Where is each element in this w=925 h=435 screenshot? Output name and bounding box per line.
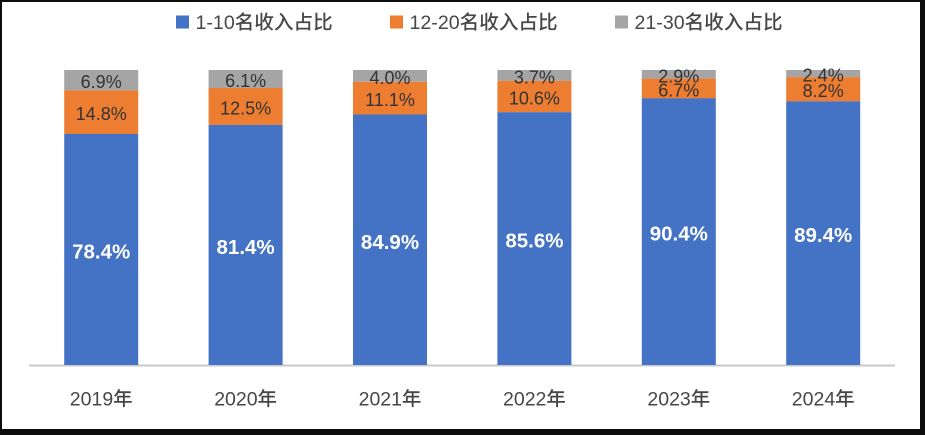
svg-text:10.6%: 10.6%	[509, 89, 560, 109]
svg-text:84.9%: 84.9%	[361, 231, 419, 254]
svg-text:78.4%: 78.4%	[72, 241, 130, 264]
svg-text:14.8%: 14.8%	[76, 104, 127, 124]
svg-text:85.6%: 85.6%	[505, 230, 563, 253]
svg-text:12.5%: 12.5%	[220, 98, 271, 118]
svg-text:2019: 2019	[70, 389, 113, 411]
svg-text:90.4%: 90.4%	[650, 223, 708, 246]
svg-text:2.9%: 2.9%	[658, 66, 699, 86]
svg-text:4.0%: 4.0%	[369, 68, 410, 88]
svg-text:6.1%: 6.1%	[225, 71, 266, 91]
svg-text:2022: 2022	[503, 389, 546, 411]
svg-text:6.9%: 6.9%	[81, 72, 122, 92]
svg-text:6.7%: 6.7%	[658, 80, 699, 100]
svg-text:2023: 2023	[647, 389, 690, 411]
svg-text:81.4%: 81.4%	[217, 236, 275, 259]
svg-text:1-10: 1-10	[196, 12, 235, 34]
svg-text:2021: 2021	[359, 389, 402, 411]
svg-text:2.4%: 2.4%	[803, 66, 844, 86]
svg-text:11.1%: 11.1%	[365, 90, 415, 110]
svg-text:89.4%: 89.4%	[794, 224, 852, 247]
svg-text:3.7%: 3.7%	[514, 68, 555, 88]
svg-text:12-20: 12-20	[410, 12, 460, 34]
svg-text:2020: 2020	[214, 389, 258, 411]
svg-text:2024: 2024	[792, 389, 836, 411]
svg-text:8.2%: 8.2%	[803, 81, 844, 101]
svg-text:21-30: 21-30	[635, 12, 685, 34]
